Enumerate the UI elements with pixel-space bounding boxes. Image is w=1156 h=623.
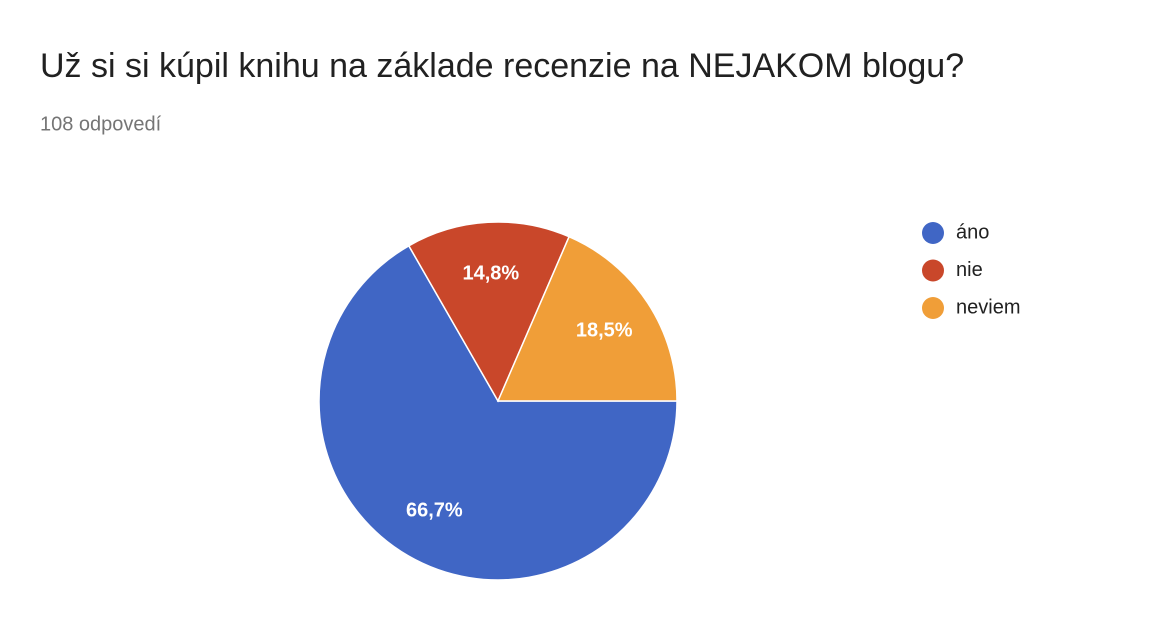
legend-marker bbox=[922, 297, 944, 319]
slice-label: 14,8% bbox=[462, 262, 519, 284]
legend-label: áno bbox=[956, 221, 989, 243]
slice-label: 18,5% bbox=[576, 320, 633, 342]
legend-marker bbox=[922, 259, 944, 282]
slice-label: 66,7% bbox=[406, 499, 463, 521]
chart-title: Už si si kúpil knihu na základe recenzie… bbox=[40, 47, 964, 85]
legend-label: nie bbox=[956, 259, 983, 281]
legend-label: neviem bbox=[956, 296, 1020, 318]
pie-slice bbox=[318, 244, 678, 581]
legend-marker bbox=[922, 222, 944, 244]
chart-subtitle: 108 odpovedí bbox=[40, 113, 162, 135]
pie-slice bbox=[407, 221, 571, 403]
pie-slice bbox=[496, 235, 678, 402]
